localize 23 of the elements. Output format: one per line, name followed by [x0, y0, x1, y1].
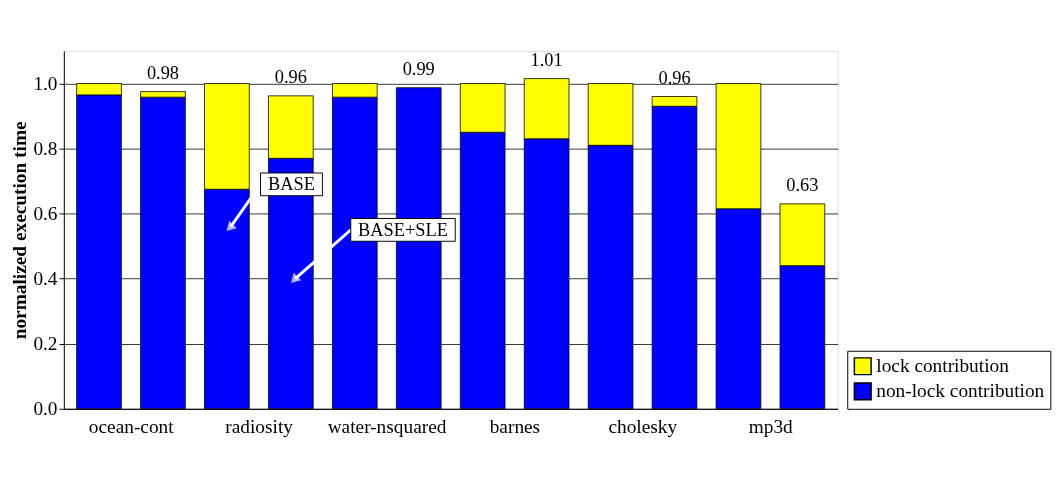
total-label: 0.63	[786, 175, 819, 196]
x-tick-label: barnes	[489, 415, 541, 437]
legend-label: non-lock contribution	[876, 380, 1045, 402]
y-tick-label: 0.0	[33, 398, 58, 420]
y-tick-label: 0.2	[33, 333, 58, 355]
total-label: 1.01	[530, 50, 563, 71]
total-label: 0.99	[402, 59, 435, 80]
x-tick-label: ocean-cont	[88, 415, 175, 437]
total-label: 0.96	[658, 67, 691, 88]
y-tick-label: 0.4	[33, 267, 58, 289]
y-tick-label: 1.0	[33, 72, 58, 94]
total-label: 0.96	[274, 67, 307, 88]
x-tick-label: water-nsquared	[327, 415, 447, 437]
y-axis-title: normalized execution time	[8, 120, 30, 340]
x-tick-label: radiosity	[225, 415, 294, 437]
y-tick-label: 0.8	[33, 137, 58, 159]
annotation: BASE	[267, 174, 315, 195]
x-tick-label: mp3d	[748, 415, 794, 437]
y-tick-label: 0.6	[33, 202, 58, 224]
annotation: BASE+SLE	[358, 219, 448, 240]
legend-label: lock contribution	[876, 355, 1010, 377]
total-label: 0.98	[146, 63, 180, 84]
x-tick-label: cholesky	[608, 415, 678, 437]
